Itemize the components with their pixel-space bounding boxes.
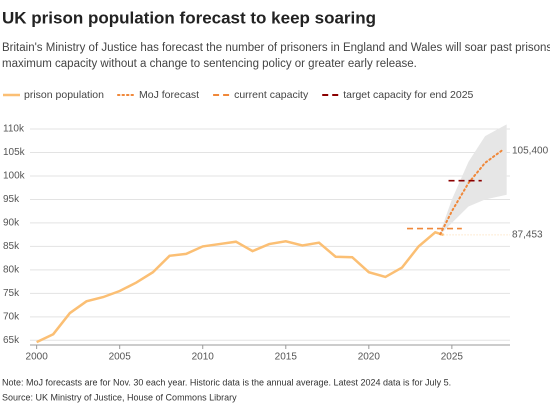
y-tick-label: 75k <box>3 288 20 299</box>
y-tick-label: 110k <box>3 124 25 135</box>
y-tick-label: 95k <box>3 194 20 205</box>
x-tick-label: 2000 <box>26 352 49 363</box>
y-tick-label: 100k <box>3 171 26 182</box>
y-tick-label: 105k <box>3 147 26 158</box>
series-line <box>36 230 444 344</box>
y-tick-label: 65k <box>3 335 20 346</box>
forecast-range <box>440 124 507 235</box>
x-tick-label: 2025 <box>441 352 464 363</box>
value-label: 87,453 <box>512 230 543 241</box>
y-tick-label: 70k <box>3 311 20 322</box>
legend-label: MoJ forecast <box>139 89 199 101</box>
y-tick-label: 90k <box>3 218 20 229</box>
x-tick-label: 2015 <box>275 352 298 363</box>
x-tick-label: 2005 <box>109 352 132 363</box>
subtitle: maximum capacity without a change to sen… <box>2 58 417 70</box>
source: Source: UK Ministry of Justice, House of… <box>2 392 237 402</box>
legend-label: prison population <box>24 89 104 101</box>
y-tick-label: 85k <box>3 241 20 252</box>
legend-label: current capacity <box>234 89 309 101</box>
value-label: 105,400 <box>512 145 549 156</box>
chart-title: UK prison population forecast to keep so… <box>2 8 376 27</box>
subtitle: Britain's Ministry of Justice has foreca… <box>2 42 550 54</box>
legend-label: target capacity for end 2025 <box>343 89 473 101</box>
series-line <box>439 149 503 236</box>
note: Note: MoJ forecasts are for Nov. 30 each… <box>2 377 451 387</box>
x-tick-label: 2020 <box>358 352 381 363</box>
x-tick-label: 2010 <box>192 352 215 363</box>
y-tick-label: 80k <box>3 265 20 276</box>
